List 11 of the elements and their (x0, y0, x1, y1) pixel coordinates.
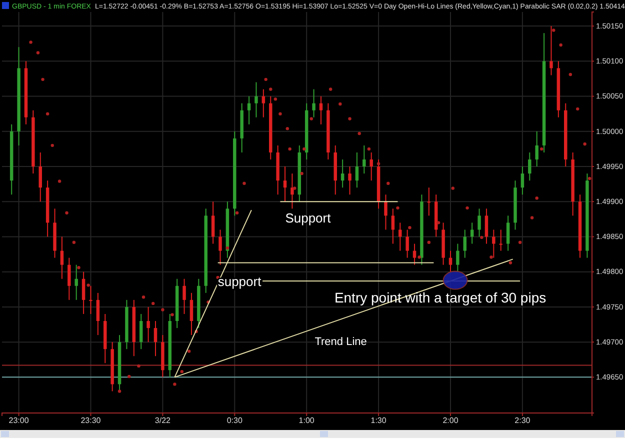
x-tick-label: 0:30 (226, 416, 243, 425)
annotation: Entry point with a target of 30 pips (334, 289, 546, 306)
annotation: Trend Line (314, 336, 367, 348)
x-tick-label: 23:30 (80, 416, 102, 425)
annotation: Support (285, 210, 332, 226)
x-tick-label: 1:30 (370, 416, 387, 425)
x-tick-label: 1:00 (298, 416, 315, 425)
x-tick-label: 2:30 (514, 416, 531, 425)
x-tick-label: 23:00 (8, 416, 30, 425)
x-tick-label: 2:00 (442, 416, 459, 425)
x-tick-label: 3/22 (154, 416, 172, 425)
